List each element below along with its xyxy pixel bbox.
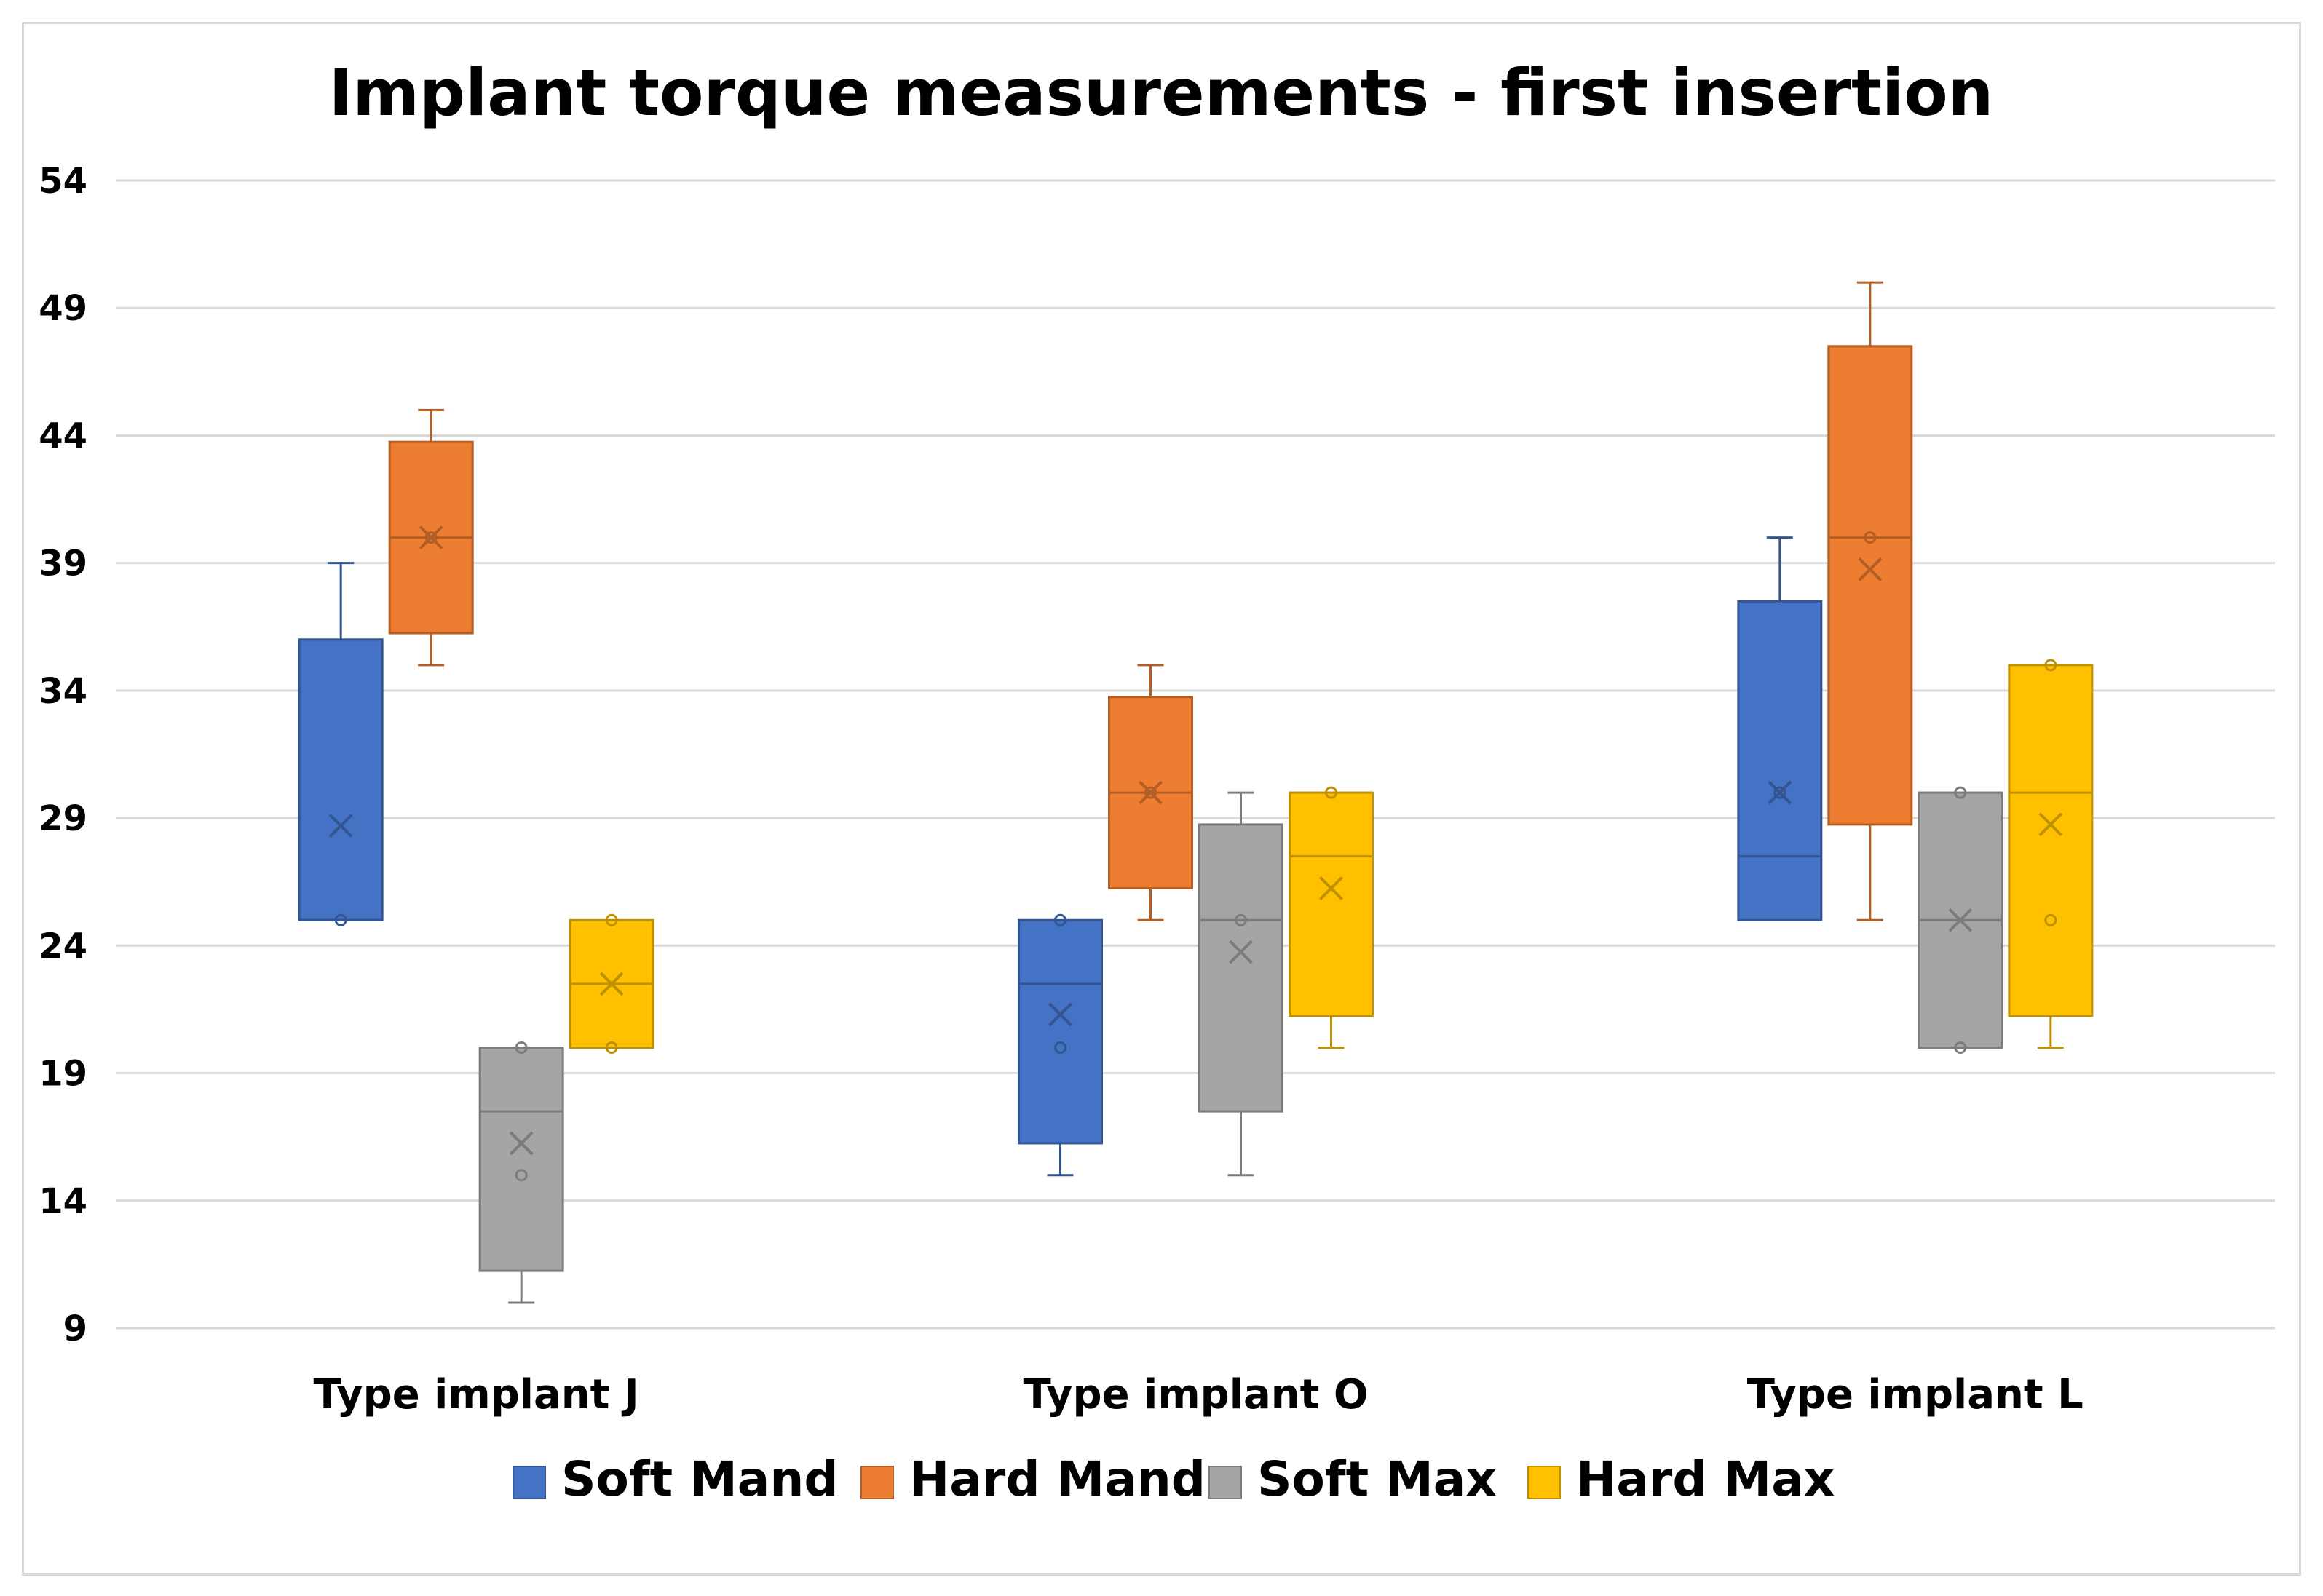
legend-item: Soft Mand (513, 1451, 839, 1507)
y-tick-label: 44 (39, 416, 87, 456)
gridlines (116, 179, 2275, 1330)
chart-title: Implant torque measurements - first inse… (329, 55, 1994, 130)
box-hard-max (569, 913, 654, 1055)
legend-swatch (1527, 1466, 1561, 1499)
box-iqr (1018, 918, 1103, 1145)
box-hard-mand (1108, 664, 1193, 921)
y-tick-label: 29 (39, 798, 87, 839)
y-tick-label: 24 (39, 926, 87, 966)
mean-marker (1048, 1002, 1072, 1027)
box-iqr (298, 638, 384, 921)
mean-marker (328, 814, 353, 838)
data-point (424, 531, 438, 544)
box-iqr (1737, 600, 1823, 921)
box-hard-max (1289, 786, 1374, 1049)
box-soft-mand (1018, 913, 1103, 1177)
box-hard-mand (1827, 281, 1913, 921)
plot-area (298, 281, 2094, 1304)
mean-marker (599, 972, 624, 996)
box-iqr (1827, 345, 1913, 826)
legend: Soft Mand Hard Mand Soft Max Hard Max (513, 1451, 1835, 1507)
mean-marker (509, 1131, 534, 1156)
data-point (1773, 786, 1786, 799)
data-point (1054, 1041, 1066, 1055)
legend-swatch (513, 1466, 546, 1499)
box-iqr (1289, 791, 1374, 1017)
data-point (1954, 786, 1967, 799)
data-point (1235, 913, 1247, 926)
box-soft-mand (298, 562, 384, 926)
x-category-label: Type implant O (1024, 1371, 1369, 1418)
legend-label: Soft Mand (561, 1451, 839, 1507)
box-soft-max (478, 1041, 564, 1304)
data-point (515, 1041, 528, 1055)
legend-swatch (860, 1466, 894, 1499)
box-hard-max (2008, 659, 2094, 1049)
y-tick-label: 9 (63, 1309, 87, 1349)
box-iqr (1198, 823, 1283, 1113)
x-category-label: Type implant J (314, 1371, 639, 1418)
data-point (515, 1169, 528, 1182)
data-point (605, 1041, 618, 1055)
mean-marker (419, 525, 443, 550)
box-soft-mand (1737, 536, 1823, 921)
y-tick-label: 14 (39, 1181, 87, 1222)
box-hard-mand (388, 408, 474, 667)
x-category-label: Type implant L (1747, 1371, 2083, 1418)
data-point (2044, 913, 2057, 926)
x-axis-categories: Type implant J Type implant O Type implant… (314, 1371, 2083, 1418)
data-point (605, 913, 618, 926)
mean-marker (1768, 780, 1792, 805)
mean-marker (1229, 940, 1253, 964)
data-point (2044, 659, 2057, 672)
legend-swatch (1208, 1466, 1242, 1499)
mean-marker (1948, 908, 1973, 932)
y-tick-label: 19 (39, 1054, 87, 1095)
y-axis-ticks: 9 14 19 24 29 34 39 44 49 54 (39, 161, 87, 1349)
mean-marker (1319, 876, 1343, 900)
data-point (1954, 1041, 1967, 1055)
y-tick-label: 34 (39, 671, 87, 712)
data-point (1325, 786, 1337, 799)
mean-marker (2038, 812, 2063, 837)
legend-item: Hard Mand (860, 1451, 1206, 1507)
box-soft-max (1198, 791, 1283, 1177)
y-tick-label: 39 (39, 544, 87, 584)
data-point (1144, 786, 1157, 799)
mean-marker (1858, 557, 1883, 581)
legend-label: Hard Mand (909, 1451, 1206, 1507)
mean-marker (1139, 780, 1163, 805)
legend-label: Soft Max (1257, 1451, 1497, 1507)
legend-label: Hard Max (1576, 1451, 1835, 1507)
y-tick-label: 49 (39, 288, 87, 329)
box-iqr (2008, 664, 2094, 1017)
legend-item: Soft Max (1208, 1451, 1497, 1507)
data-point (334, 913, 347, 926)
data-point (1054, 913, 1066, 926)
box-soft-max (1918, 786, 2003, 1055)
box-iqr (478, 1047, 564, 1272)
y-tick-label: 54 (39, 161, 87, 202)
legend-item: Hard Max (1527, 1451, 1835, 1507)
data-point (1864, 531, 1877, 544)
